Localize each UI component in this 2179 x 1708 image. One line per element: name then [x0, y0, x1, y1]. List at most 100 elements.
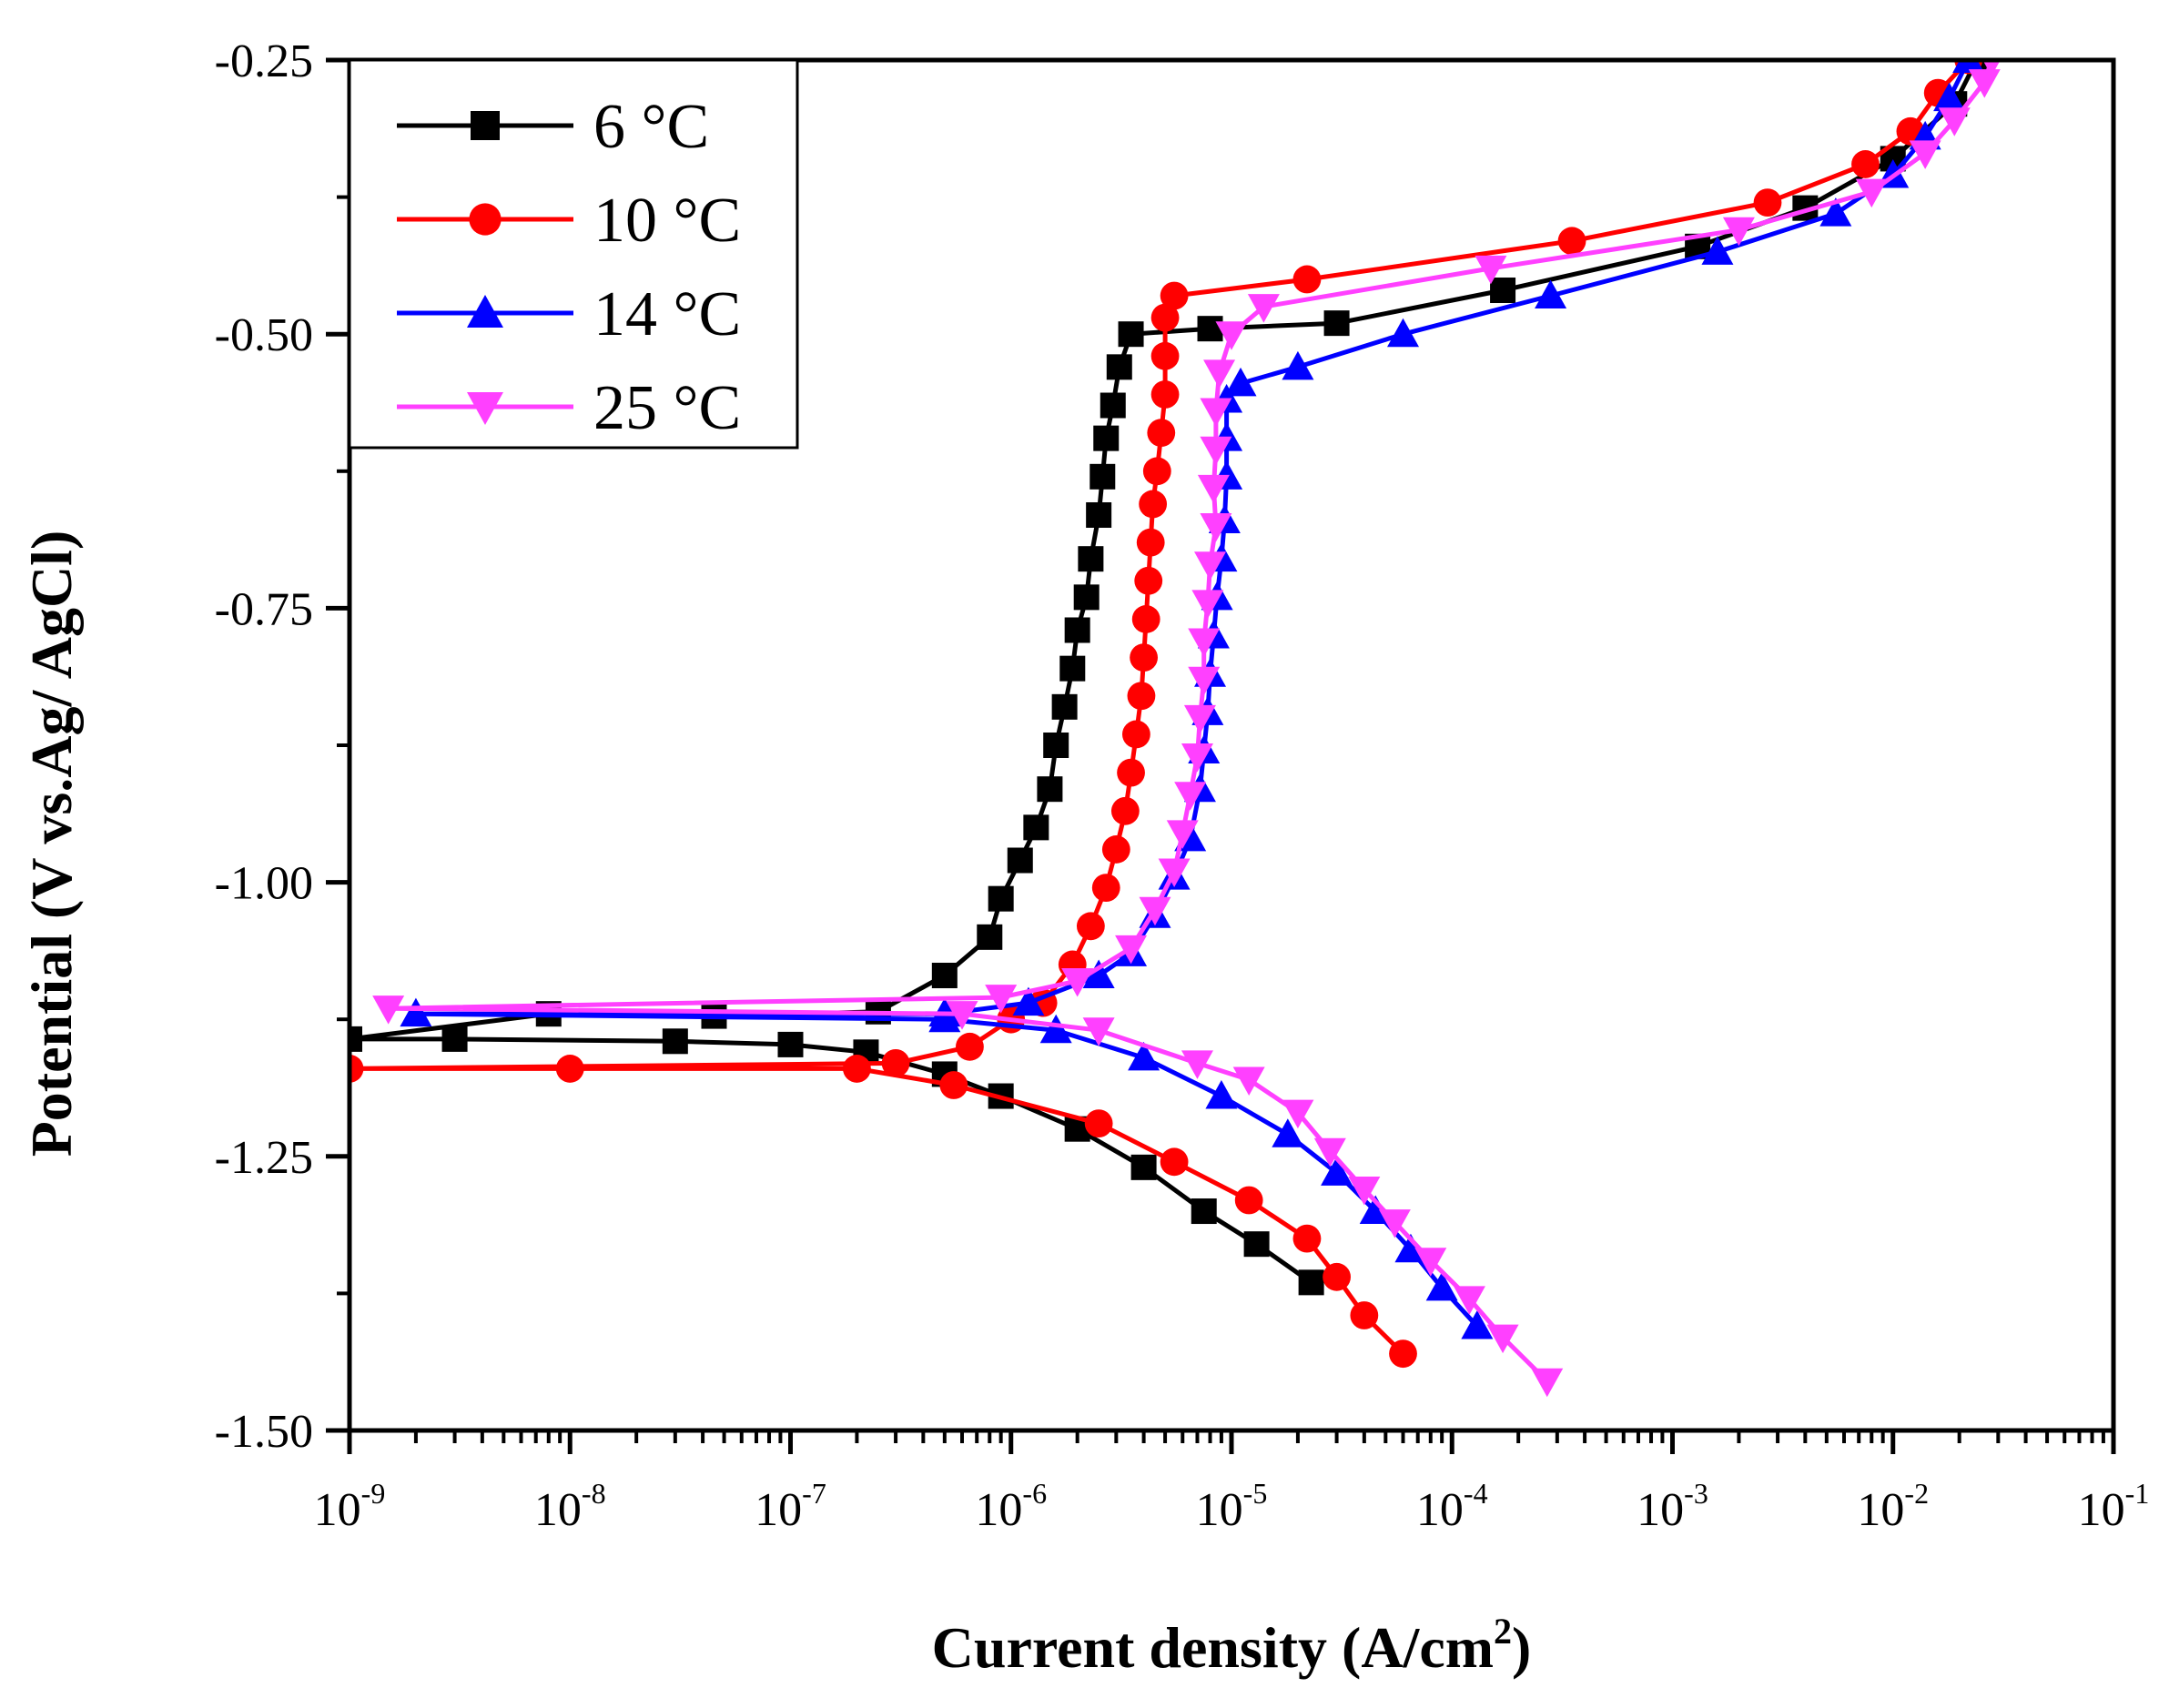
data-point [1203, 359, 1236, 389]
data-point [1215, 321, 1248, 350]
legend-item: 6 °C [397, 92, 709, 162]
data-point [1232, 1066, 1265, 1096]
x-tick-base: 10 [755, 1484, 802, 1536]
data-point [1389, 1339, 1417, 1369]
data-point [1117, 758, 1145, 787]
x-tick-label: 10-6 [975, 1477, 1047, 1536]
y-tick-label: -1.25 [215, 1132, 313, 1184]
y-tick-label: -0.25 [215, 35, 313, 87]
data-point [956, 1032, 984, 1061]
x-tick-label: 10-3 [1637, 1477, 1708, 1536]
series-2 [400, 60, 1985, 1339]
data-point [1160, 281, 1189, 310]
data-point [946, 1001, 978, 1030]
data-point [1086, 501, 1112, 528]
data-point [555, 1055, 584, 1083]
legend-item: 10 °C [397, 186, 741, 256]
data-point [1323, 1262, 1351, 1291]
data-point [1490, 278, 1516, 304]
data-point [350, 1055, 364, 1083]
data-point [1387, 318, 1420, 348]
legend-marker [467, 295, 503, 328]
x-tick-exponent: -1 [2125, 1477, 2150, 1510]
data-point [1012, 986, 1045, 1016]
data-point [1136, 528, 1165, 557]
data-point [662, 1028, 688, 1055]
data-point [1200, 398, 1232, 428]
data-point [1174, 782, 1207, 811]
data-point [1197, 474, 1230, 504]
data-point [1350, 1301, 1379, 1329]
data-point [1061, 968, 1094, 997]
data-point [1321, 1157, 1353, 1186]
legend-marker [469, 203, 502, 236]
data-point [1127, 682, 1156, 711]
data-point [1110, 796, 1140, 825]
data-point [1194, 551, 1227, 581]
y-tick-label: -1.00 [215, 858, 313, 910]
data-point [1166, 820, 1199, 849]
data-point [1453, 1286, 1485, 1315]
data-point [1313, 1137, 1346, 1167]
data-point [1183, 704, 1216, 734]
data-point [1224, 367, 1257, 397]
x-axis-title-superscript: 2 [1494, 1611, 1512, 1652]
data-point [1753, 188, 1782, 217]
legend-item: 14 °C [397, 279, 741, 349]
x-tick-label: 10-1 [2078, 1477, 2150, 1536]
data-point [1200, 513, 1232, 542]
data-point [988, 885, 1014, 912]
legend-label: 25 °C [593, 373, 741, 443]
data-point [372, 995, 405, 1025]
x-tick-label: 10-4 [1416, 1477, 1488, 1536]
data-point [1082, 1017, 1115, 1046]
data-point [1118, 321, 1144, 348]
legend-label: 10 °C [593, 186, 741, 256]
legend-label: 14 °C [593, 279, 741, 349]
x-axis-title-end: ) [1512, 1615, 1531, 1680]
x-tick-label: 10-2 [1857, 1477, 1929, 1536]
x-tick-exponent: -5 [1243, 1477, 1268, 1510]
data-point [1078, 546, 1104, 572]
data-point [1059, 655, 1086, 682]
data-point [1101, 835, 1130, 864]
x-tick-base: 10 [1857, 1484, 1904, 1536]
x-tick-exponent: -3 [1684, 1477, 1708, 1510]
data-point [1188, 628, 1221, 658]
data-point [1819, 197, 1852, 227]
data-point [1348, 1176, 1381, 1206]
data-point [1282, 350, 1314, 380]
data-point [1475, 255, 1507, 285]
x-tick-exponent: -2 [1904, 1477, 1929, 1510]
data-point [1150, 341, 1180, 370]
data-point [1272, 1118, 1304, 1147]
data-point [1147, 419, 1176, 448]
x-tick-exponent: -9 [361, 1477, 386, 1510]
data-point [1298, 1269, 1324, 1296]
data-point [1851, 150, 1880, 178]
legend: 6 °C 10 °C 14 °C 25 °C [348, 58, 799, 450]
x-tick-label: 10-9 [314, 1477, 386, 1536]
data-point [1557, 227, 1586, 256]
data-point [1188, 666, 1221, 696]
x-tick-base: 10 [1416, 1484, 1464, 1536]
data-point [400, 997, 432, 1027]
x-tick-base: 10 [1637, 1484, 1684, 1536]
data-point [1139, 896, 1171, 926]
data-point [1131, 605, 1160, 633]
data-point [1073, 584, 1100, 611]
data-point [350, 1026, 362, 1052]
legend-item: 25 °C [397, 373, 741, 443]
y-tick-label: -0.50 [215, 309, 313, 361]
data-point [1064, 617, 1090, 643]
data-point [1425, 1271, 1458, 1301]
data-point [1100, 392, 1126, 419]
data-point [1150, 303, 1180, 332]
data-point [1247, 294, 1280, 323]
data-point [1982, 60, 2001, 76]
data-point [939, 1071, 968, 1099]
x-tick-exponent: -6 [1022, 1477, 1047, 1510]
data-point [1084, 1109, 1113, 1138]
data-point [777, 1031, 804, 1057]
